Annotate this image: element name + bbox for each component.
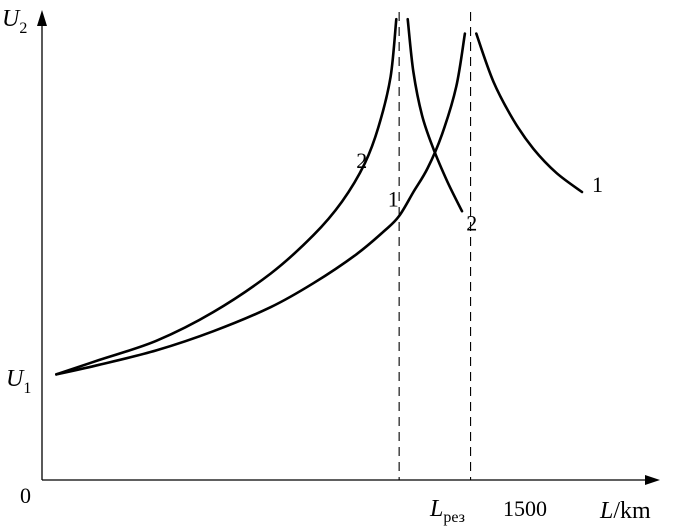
- y-axis-label: U2: [2, 6, 27, 37]
- series-1-segment-1: [475, 32, 584, 194]
- x-axis-label: L/km: [599, 498, 651, 524]
- curve-label-1: 1: [388, 186, 399, 211]
- y-start-label: U1: [6, 366, 31, 397]
- curves: [55, 17, 584, 376]
- x-tick-label-1500: 1500: [503, 496, 547, 521]
- curve-label-0: 2: [356, 148, 367, 173]
- x-axis-arrow: [645, 475, 660, 485]
- x-tick-label-resonance: Lрез: [429, 496, 465, 526]
- series-1-segment-0: [55, 32, 467, 376]
- axes: [37, 10, 660, 485]
- series-2-segment-1: [406, 17, 464, 213]
- y-axis-arrow: [37, 10, 47, 26]
- curve-label-3: 1: [592, 172, 603, 197]
- origin-label: 0: [20, 483, 31, 508]
- series-2-segment-0: [55, 17, 398, 376]
- reference-lines: [398, 12, 472, 480]
- curve-label-2: 2: [466, 210, 477, 235]
